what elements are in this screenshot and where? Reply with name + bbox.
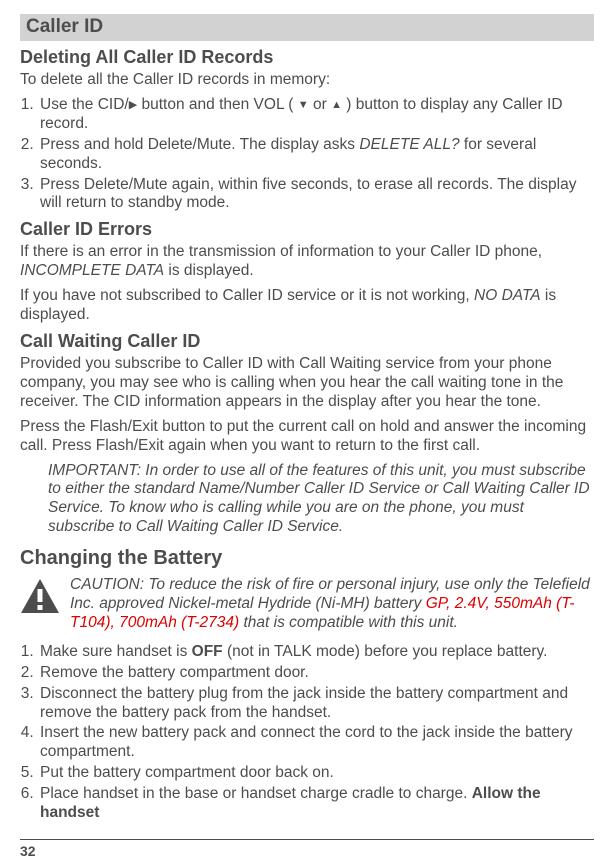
sec3-p2: Press the Flash/Exit button to put the c…	[20, 418, 594, 456]
text: or	[309, 96, 331, 113]
text: Place handset in the base or handset cha…	[40, 785, 472, 802]
text: Make sure handset is	[40, 643, 192, 660]
text: button and then VOL (	[137, 96, 298, 113]
up-triangle-icon: ▲	[331, 99, 342, 111]
text: If there is an error in the transmission…	[20, 243, 542, 260]
caution-block: CAUTION: To reduce the risk of fire or p…	[20, 576, 594, 633]
sec2-p1: If there is an error in the transmission…	[20, 243, 594, 281]
list-item: Press Delete/Mute again, within five sec…	[38, 176, 594, 214]
important-note: IMPORTANT: In order to use all of the fe…	[48, 462, 590, 538]
down-triangle-icon: ▼	[298, 99, 309, 111]
text-bold: OFF	[192, 643, 223, 660]
list-item: Use the CID/▶ button and then VOL ( ▼ or…	[38, 96, 594, 134]
sec1-intro: To delete all the Caller ID records in m…	[20, 71, 594, 90]
sec3-p1: Provided you subscribe to Caller ID with…	[20, 355, 594, 412]
subhead-battery: Changing the Battery	[20, 547, 594, 570]
text: Press and hold Delete/Mute. The display …	[40, 136, 359, 153]
caution-text: CAUTION: To reduce the risk of fire or p…	[70, 576, 594, 633]
list-item: Remove the battery compartment door.	[38, 664, 594, 683]
sec1-list: Use the CID/▶ button and then VOL ( ▼ or…	[20, 96, 594, 213]
warning-icon	[20, 578, 60, 614]
right-triangle-icon: ▶	[129, 99, 137, 111]
text: (not in TALK mode) before you replace ba…	[223, 643, 548, 660]
text: If you have not subscribed to Caller ID …	[20, 287, 474, 304]
text-italic: NO DATA	[474, 287, 541, 304]
list-item: Place handset in the base or handset cha…	[38, 785, 594, 823]
subhead-errors: Caller ID Errors	[20, 219, 594, 240]
text: Use the CID/	[40, 96, 129, 113]
list-item: Insert the new battery pack and connect …	[38, 724, 594, 762]
subhead-callwaiting: Call Waiting Caller ID	[20, 331, 594, 352]
text-italic: that is compatible with this unit.	[239, 614, 458, 631]
list-item: Press and hold Delete/Mute. The display …	[38, 136, 594, 174]
sec2-p2: If you have not subscribed to Caller ID …	[20, 287, 594, 325]
section-header: Caller ID	[20, 14, 594, 41]
page-container: Caller ID Deleting All Caller ID Records…	[0, 0, 614, 859]
list-item: Make sure handset is OFF (not in TALK mo…	[38, 643, 594, 662]
text-italic: DELETE ALL?	[359, 136, 459, 153]
text-italic: INCOMPLETE DATA	[20, 262, 164, 279]
subhead-deleting: Deleting All Caller ID Records	[20, 47, 594, 68]
list-item: Disconnect the battery plug from the jac…	[38, 685, 594, 723]
sec4-list: Make sure handset is OFF (not in TALK mo…	[20, 643, 594, 823]
page-number: 32	[20, 839, 594, 859]
text: is displayed.	[164, 262, 254, 279]
list-item: Put the battery compartment door back on…	[38, 764, 594, 783]
